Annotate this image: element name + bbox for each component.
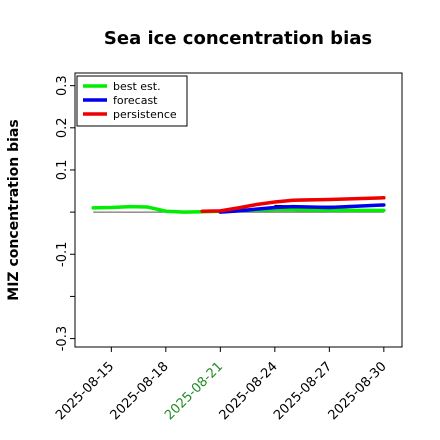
y-tick-label: -0.1 xyxy=(55,242,70,267)
y-tick-label: 0.2 xyxy=(55,117,70,138)
y-tick-label: 0.1 xyxy=(55,160,70,181)
series-line-forecast xyxy=(218,203,386,214)
legend-label: forecast xyxy=(113,94,158,107)
x-tick-label: 2025-08-30 xyxy=(326,359,390,423)
plot-frame xyxy=(74,72,403,348)
y-tick-label: 0.3 xyxy=(55,75,70,96)
series-line-persistence xyxy=(200,196,386,214)
legend-label: persistence xyxy=(113,108,177,121)
chart-title: Sea ice concentration bias xyxy=(104,28,372,49)
legend-label: best est. xyxy=(113,80,161,93)
y-axis-label: MIZ concentration bias xyxy=(6,119,22,300)
y-tick-label: -0.3 xyxy=(55,326,70,351)
